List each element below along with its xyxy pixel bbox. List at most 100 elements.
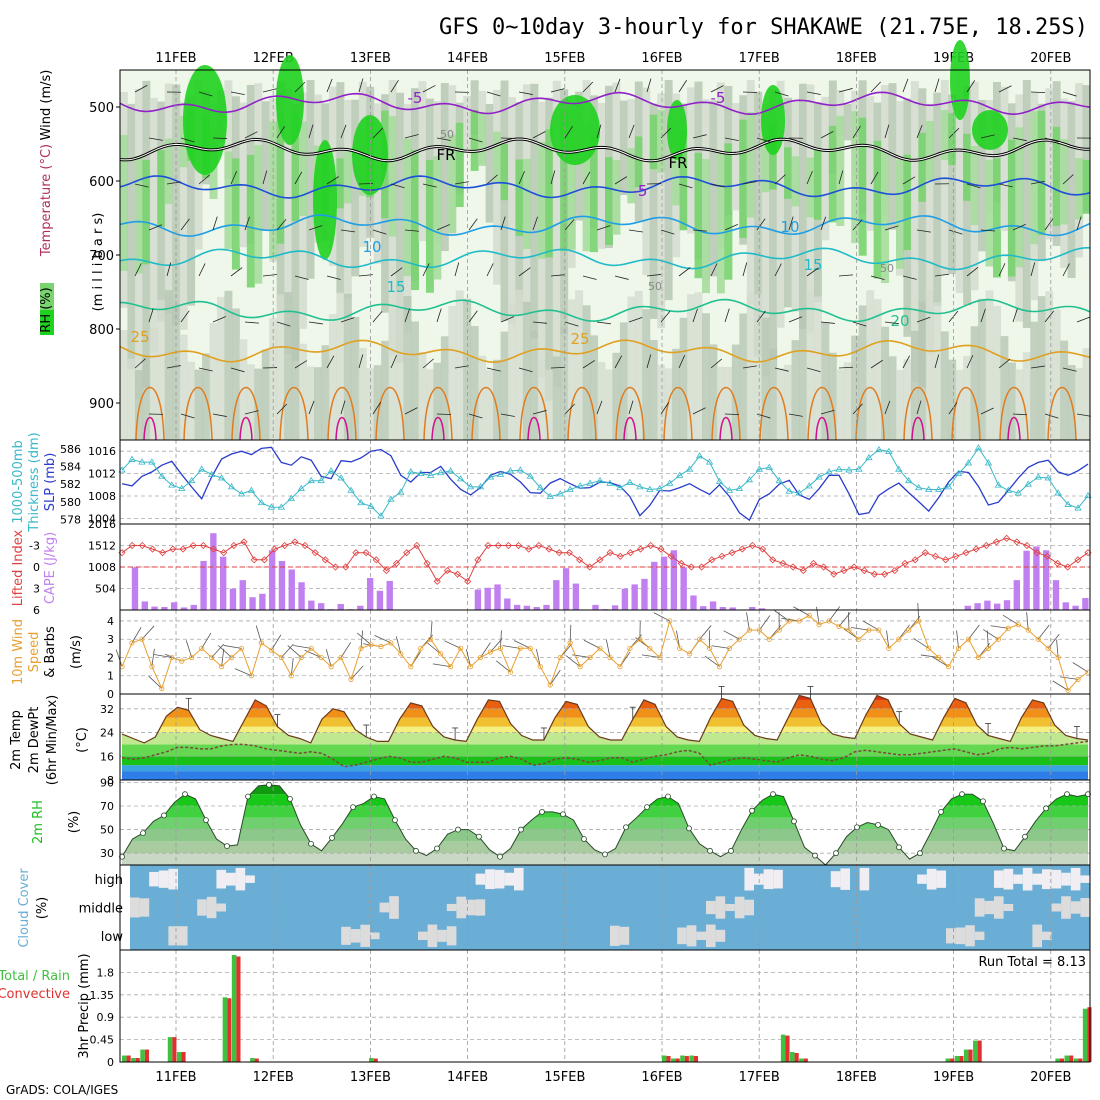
contour-label: 50 — [648, 280, 662, 293]
rh-low-band — [1000, 336, 1009, 440]
rh-low-band — [254, 368, 263, 440]
wind-barb — [724, 224, 738, 231]
cloud-gap-cell — [1080, 875, 1090, 883]
rh-saturated-core — [276, 55, 304, 145]
wind-barb — [582, 275, 597, 280]
rh-low-band — [522, 301, 531, 440]
rh-band — [731, 103, 740, 211]
cape-bar — [729, 607, 736, 610]
cloud-gap-cell — [494, 869, 505, 889]
cloud-gap-cell — [466, 899, 476, 916]
wind-barb — [390, 267, 403, 277]
wind-barb — [198, 367, 213, 372]
rh-moist-band — [1060, 139, 1069, 225]
thickness-marker — [855, 465, 863, 472]
lifted-index-marker — [260, 556, 268, 564]
rh2m-marker — [581, 836, 587, 842]
lifted-index-marker — [891, 567, 899, 575]
lifted-index-marker — [637, 545, 645, 553]
wind-barb — [966, 267, 979, 277]
wind-barb — [486, 263, 494, 277]
temp-tick-label: 8 — [107, 774, 114, 787]
cloud-gap-cell — [350, 929, 361, 943]
thickness-marker — [646, 485, 654, 492]
temp-tick-label: 24 — [100, 727, 114, 740]
wind-barb — [1044, 310, 1054, 323]
cape-bar — [974, 603, 981, 610]
rh-low-band — [1022, 352, 1031, 440]
rh-moist-band — [761, 114, 770, 193]
thickness-marker — [1074, 504, 1082, 511]
thickness-marker — [237, 490, 246, 497]
contour-label: 15 — [803, 256, 822, 274]
isotherm-hot-loop — [815, 417, 829, 441]
wind-speed-marker — [258, 640, 265, 646]
rh2m-marker — [833, 850, 839, 857]
isotherm-freezing-inner — [119, 138, 1090, 162]
thickness-marker — [974, 444, 983, 451]
precip-convective-bar — [373, 1058, 378, 1062]
pressure-tick-label: 500 — [89, 101, 114, 116]
rh-low-band — [299, 343, 308, 440]
wind-barb — [1030, 262, 1036, 277]
rh-moist-band — [515, 159, 524, 237]
cloud-gap-cell — [370, 932, 380, 940]
wind-tick-label: 0 — [107, 688, 114, 701]
cape-bar — [1043, 550, 1050, 610]
rh-low-band — [1052, 309, 1061, 440]
rh-low-band — [433, 362, 442, 440]
thickness-marker — [337, 474, 345, 481]
thickness-marker — [576, 482, 584, 489]
rh-low-band — [687, 294, 696, 440]
rh2m-tick-label: 70 — [100, 800, 114, 813]
thickness-marker — [934, 485, 943, 492]
wind-barb — [966, 355, 974, 369]
precip-convective-bar — [803, 1058, 808, 1062]
wind-barb — [1062, 174, 1074, 185]
thickness-marker — [317, 476, 325, 484]
cloud-gap-cell — [773, 869, 783, 889]
wind-speed-marker — [149, 664, 155, 670]
wind-speed-marker — [248, 673, 255, 679]
rh-band — [284, 88, 293, 355]
cape-bar — [504, 598, 511, 610]
temp2m-axis-label: 2m Temp — [9, 710, 24, 770]
cloud-gap-cell — [1070, 867, 1081, 891]
rh-moist-band — [433, 155, 442, 280]
wind-speed-marker — [467, 664, 474, 670]
wind-barb — [628, 400, 634, 415]
cape-bar — [474, 589, 482, 610]
surface-wind-barb — [234, 668, 252, 677]
contour-label: 25 — [130, 328, 149, 346]
wind-barb — [692, 229, 707, 232]
cape-bar — [386, 580, 393, 610]
surface-wind-barb — [281, 643, 294, 658]
wind-barb — [646, 354, 652, 369]
lifted-index-marker — [382, 567, 390, 575]
rh-saturated-core — [667, 100, 687, 160]
surface-wind-barb — [699, 625, 712, 640]
rh2m-marker — [644, 804, 650, 811]
rh-low-band — [791, 340, 800, 440]
cape-bar — [1052, 580, 1060, 610]
wind-barb — [806, 267, 819, 277]
wind-barb — [870, 171, 879, 185]
thickness-marker — [417, 469, 425, 476]
wind10m-barbs-label: & Barbs — [43, 626, 58, 678]
cape-bar — [690, 595, 697, 610]
rh2m-marker — [329, 834, 335, 841]
thickness-marker — [1024, 480, 1032, 487]
thickness-tick-label: 584 — [60, 461, 81, 474]
lifted-index-marker — [830, 570, 838, 578]
temp-unit-label: (°C) — [75, 727, 90, 753]
rh-low-band — [709, 344, 718, 440]
rh-low-band — [187, 361, 196, 440]
rh-band — [179, 102, 188, 330]
wind-barb — [774, 367, 789, 372]
temp-minmax-label: (6hr Min/Max) — [45, 695, 60, 785]
rh-band — [642, 87, 651, 275]
rh-moist-band — [336, 158, 345, 209]
rh-moist-band — [702, 159, 710, 294]
lifted-index-marker — [403, 549, 411, 557]
thickness-tick-label: 582 — [60, 478, 81, 491]
